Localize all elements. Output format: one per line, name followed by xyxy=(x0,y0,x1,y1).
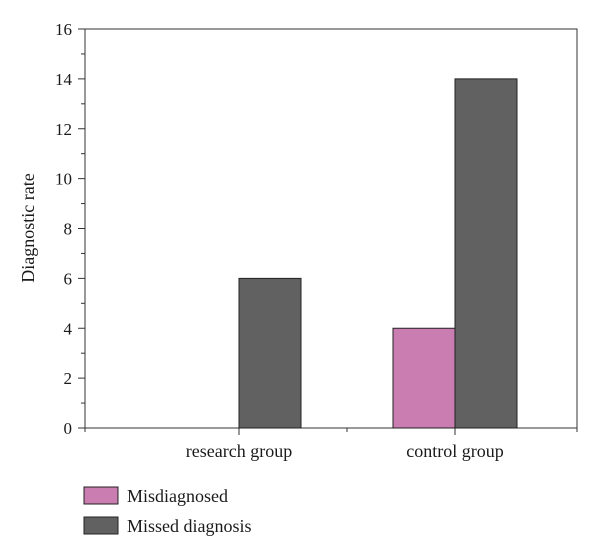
y-tick-label: 10 xyxy=(55,170,72,189)
y-tick-label: 0 xyxy=(64,419,73,438)
y-tick-label: 4 xyxy=(64,319,73,338)
y-tick-label: 6 xyxy=(64,269,73,288)
legend-label: Missed diagnosis xyxy=(127,516,252,536)
x-tick-label: research group xyxy=(186,441,292,461)
legend-label: Misdiagnosed xyxy=(127,486,228,506)
bar-missed-diagnosis-1 xyxy=(454,78,518,429)
legend-swatch xyxy=(83,516,119,535)
y-tick-label: 16 xyxy=(55,20,72,39)
legend-swatch xyxy=(83,486,119,505)
bar-misdiagnosed-1 xyxy=(392,327,456,429)
bar-missed-diagnosis-0 xyxy=(238,277,302,429)
y-tick-label: 14 xyxy=(55,70,73,89)
legend: Misdiagnosed Missed diagnosis xyxy=(83,486,252,536)
x-tick-label: control group xyxy=(406,441,503,461)
plot-area: 0 2 4 6 8 10 12 14 16 research group control group xyxy=(55,20,578,461)
y-axis-label: Diagnostic rate xyxy=(18,173,38,282)
y-tick-label: 8 xyxy=(64,220,73,239)
y-tick-label: 12 xyxy=(55,120,72,139)
y-tick-label: 2 xyxy=(64,369,73,388)
